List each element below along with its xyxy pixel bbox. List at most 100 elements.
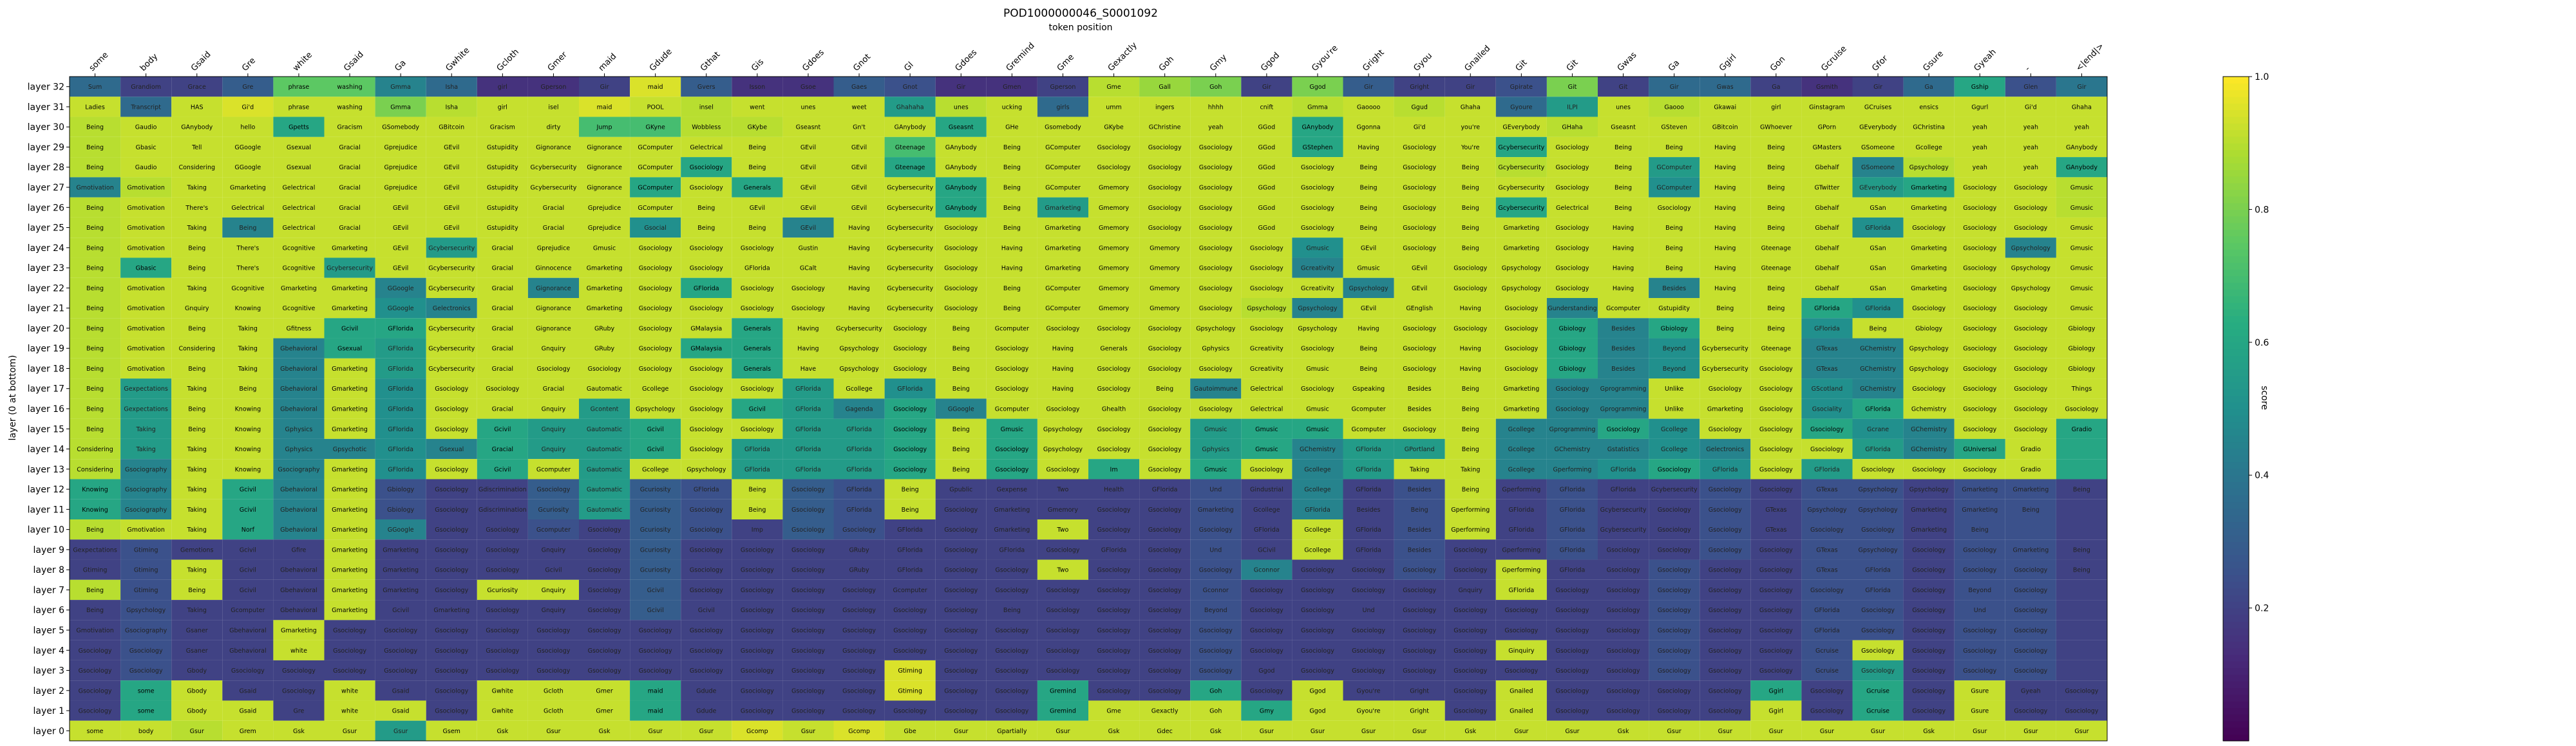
cell-token-label: Gpsychology <box>1909 366 1949 373</box>
cell-token-label: Gsociology <box>333 667 366 675</box>
heatmap-cell <box>1241 157 1293 178</box>
cell-token-label: Gdec <box>1157 728 1172 735</box>
cell-token-label: Gsociology <box>1709 607 1742 614</box>
cell-token-label: Gsociology <box>435 406 468 413</box>
cell-token-label: Gaes <box>851 84 867 91</box>
cell-token-label: Gsociology <box>1658 567 1691 574</box>
heatmap-cell <box>70 257 121 278</box>
x-tick-label: Gon <box>1768 55 1787 73</box>
cell-token-label: Gsociology <box>639 265 672 272</box>
cell-token-label: Gmarketing <box>383 567 419 574</box>
heatmap-cell <box>986 318 1037 339</box>
heatmap-cell <box>1954 197 2005 218</box>
heatmap-cell <box>1394 318 1445 339</box>
heatmap-cell <box>1139 298 1191 319</box>
heatmap-cell <box>782 197 834 218</box>
cell-token-label: Gnquiry <box>542 446 566 453</box>
cell-token-label: Gsociology <box>588 546 621 554</box>
colorbar-segment <box>2223 435 2249 443</box>
heatmap-cell <box>1700 197 1751 218</box>
cell-token-label: Gsociology <box>1046 546 1079 554</box>
cell-token-label: Gautoimmune <box>1194 386 1238 393</box>
cell-token-label: Gsociology <box>486 648 519 655</box>
cell-token-label: Gsociology <box>1963 366 1996 373</box>
heatmap-cell <box>681 338 732 359</box>
heatmap-cell <box>1343 238 1394 258</box>
cell-token-label: Gcreativity <box>1250 346 1283 353</box>
cell-token-label: GMalaysia <box>690 325 722 332</box>
cell-token-label: Gprogramming <box>1549 426 1596 433</box>
x-tick-label: Gis <box>750 57 766 73</box>
cell-token-label: Gsociology <box>690 305 723 312</box>
cell-token-label: GScotland <box>1812 386 1843 393</box>
cell-token-label: Gsur <box>1769 728 1783 735</box>
heatmap-cell <box>2005 136 2056 158</box>
cell-token-label: Gsociology <box>588 527 621 534</box>
cell-token-label: Gelectrical <box>690 144 723 151</box>
cell-token-label: Gmotivation <box>76 185 113 192</box>
cell-token-label: Gsaner <box>186 628 208 635</box>
cell-token-label: Gsociology <box>435 708 468 715</box>
heatmap-cell <box>1343 338 1394 359</box>
colorbar-segment <box>2223 448 2249 456</box>
cell-token-label: Gtiming <box>134 567 158 574</box>
cell-token-label: Gmemory <box>1150 245 1180 252</box>
cell-token-label: Gsociology <box>1046 466 1079 473</box>
cell-token-label: Gmusic <box>1306 426 1329 433</box>
heatmap-cell <box>1444 97 1496 117</box>
cell-token-label: Gsur <box>1973 728 1987 735</box>
cell-token-label: Gmemory <box>1099 285 1129 292</box>
heatmap-cell <box>833 318 885 339</box>
cell-token-label: Being <box>1003 285 1021 292</box>
cell-token-label: Gyoure <box>1510 104 1533 111</box>
cell-token-label: Gmarketing <box>230 185 266 192</box>
heatmap-cell <box>1801 77 1853 97</box>
cell-token-label: Gmarketing <box>332 546 368 554</box>
cell-token-label: Being <box>1360 164 1378 171</box>
cell-token-label: Being <box>952 325 970 332</box>
cell-token-label: Ghahaha <box>896 104 924 111</box>
cell-token-label: GChristina <box>1913 124 1945 131</box>
cell-token-label: Gsociology <box>1607 587 1640 594</box>
cell-token-label: Taking <box>187 386 207 393</box>
cell-token-label: Gsociology <box>1912 667 1946 675</box>
cell-token-label: Gsociology <box>893 628 927 635</box>
cell-token-label: Gmarketing <box>332 567 368 574</box>
cell-token-label: Gsociology <box>1810 527 1844 534</box>
colorbar-segment <box>2223 109 2249 117</box>
cell-token-label: Gelectrical <box>1250 406 1283 413</box>
colorbar-segment <box>2223 129 2249 137</box>
cell-token-label: Two <box>1057 487 1069 494</box>
heatmap-cell <box>935 338 987 359</box>
cell-token-label: Gcivil <box>494 426 511 433</box>
cell-token-label: Gmusic <box>2070 185 2093 192</box>
cell-token-label: Gsociology <box>1250 466 1283 473</box>
heatmap-cell <box>884 197 936 218</box>
cell-token-label: Ladies <box>85 104 105 111</box>
heatmap-cell <box>986 117 1037 137</box>
heatmap-cell <box>1088 97 1140 117</box>
cell-token-label: Gstupidity <box>1658 305 1690 312</box>
y-tick-label: layer 16 <box>28 404 64 415</box>
cell-token-label: Gcognitive <box>282 305 315 312</box>
heatmap-cell <box>1700 157 1751 178</box>
heatmap-cell <box>375 97 426 117</box>
cell-token-label: GEvil <box>444 205 459 212</box>
cell-token-label: Gmarketing <box>332 245 368 252</box>
cell-token-label: maid <box>648 84 663 91</box>
cell-token-label: Gsociology <box>1709 507 1742 514</box>
cell-token-label: There's <box>236 245 259 252</box>
cell-token-label: GChristine <box>1149 124 1181 131</box>
cell-token-label: Gracism <box>337 124 362 131</box>
cell-token-label: Gpartially <box>997 728 1027 735</box>
cell-token-label: Gsur <box>649 728 663 735</box>
heatmap-cell <box>2005 197 2056 218</box>
cell-token-label: Gsociography <box>125 628 167 635</box>
cell-token-label: Gsociology <box>2014 648 2047 655</box>
colorbar-segment <box>2223 714 2249 722</box>
cell-token-label: Gcollege <box>1661 426 1688 433</box>
cell-token-label: Gvers <box>697 84 715 91</box>
cell-token-label: Gbehavioral <box>280 346 317 353</box>
heatmap-cell <box>1903 277 1955 298</box>
cell-token-label: Besides <box>1611 325 1635 332</box>
